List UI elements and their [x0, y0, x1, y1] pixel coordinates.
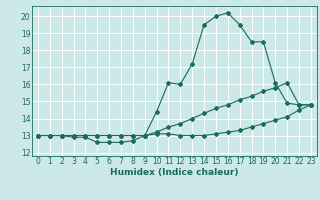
X-axis label: Humidex (Indice chaleur): Humidex (Indice chaleur)	[110, 168, 239, 177]
